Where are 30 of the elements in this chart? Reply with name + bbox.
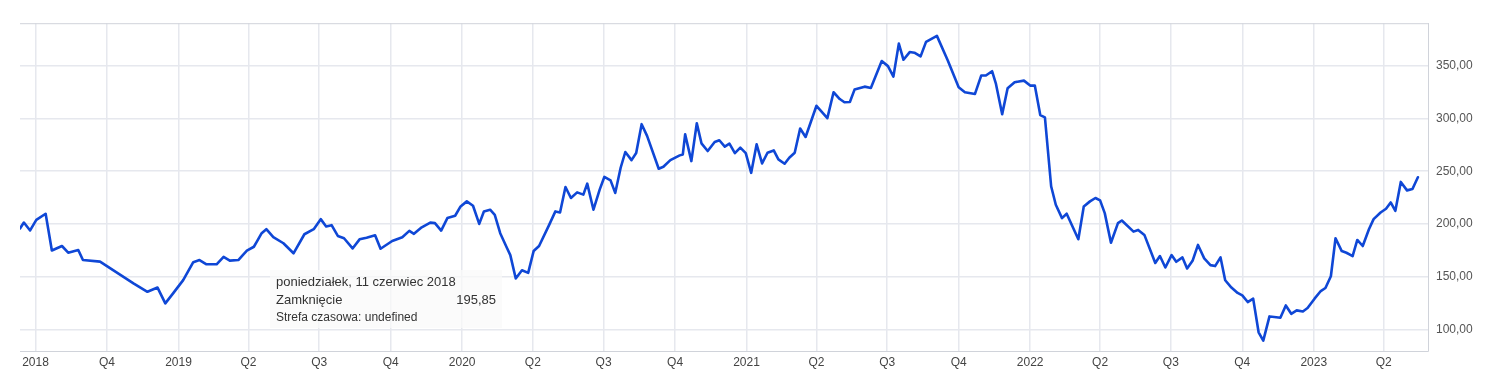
x-tick-label: Q4 [382,354,399,369]
annotation: poniedziałek, 11 czerwiec 2018 [276,273,457,290]
x-tick-label: 2018 [22,354,50,369]
y-tick-label: 300,00 [1436,110,1474,125]
x-tick-label: Q2 [1092,354,1109,369]
x-tick-label: Q3 [879,354,896,369]
x-tick-label: Q2 [524,354,542,369]
x-tick-label: Q2 [240,354,257,369]
x-tick-label: 2022 [1016,354,1044,369]
x-tick-label: 2020 [448,354,476,369]
x-tick-label: Q4 [950,354,967,369]
x-tick-label: Q4 [1234,354,1251,369]
y-tick-label: 100,00 [1436,322,1474,337]
y-tick-label: 200,00 [1436,216,1474,231]
annotation: 195,85 [456,291,496,308]
x-tick-label: Q2 [1375,354,1393,369]
x-tick-label: 2019 [165,354,193,369]
x-tick-label: Q4 [667,354,684,369]
x-tick-label: Q3 [1162,354,1180,369]
x-tick-label: Q2 [808,354,825,369]
x-tick-label: 2023 [1300,354,1328,369]
y-tick-label: 350,00 [1436,57,1474,72]
y-tick-label: 250,00 [1436,163,1474,178]
x-tick-label: Q3 [311,354,328,369]
x-tick-label: 2021 [733,354,761,369]
x-tick-label: Q3 [595,354,612,369]
y-tick-label: 150,00 [1436,269,1474,284]
annotation: Zamknięcie [276,291,343,308]
annotation: Strefa czasowa: undefined [276,309,419,326]
x-tick-label: Q4 [99,354,116,369]
